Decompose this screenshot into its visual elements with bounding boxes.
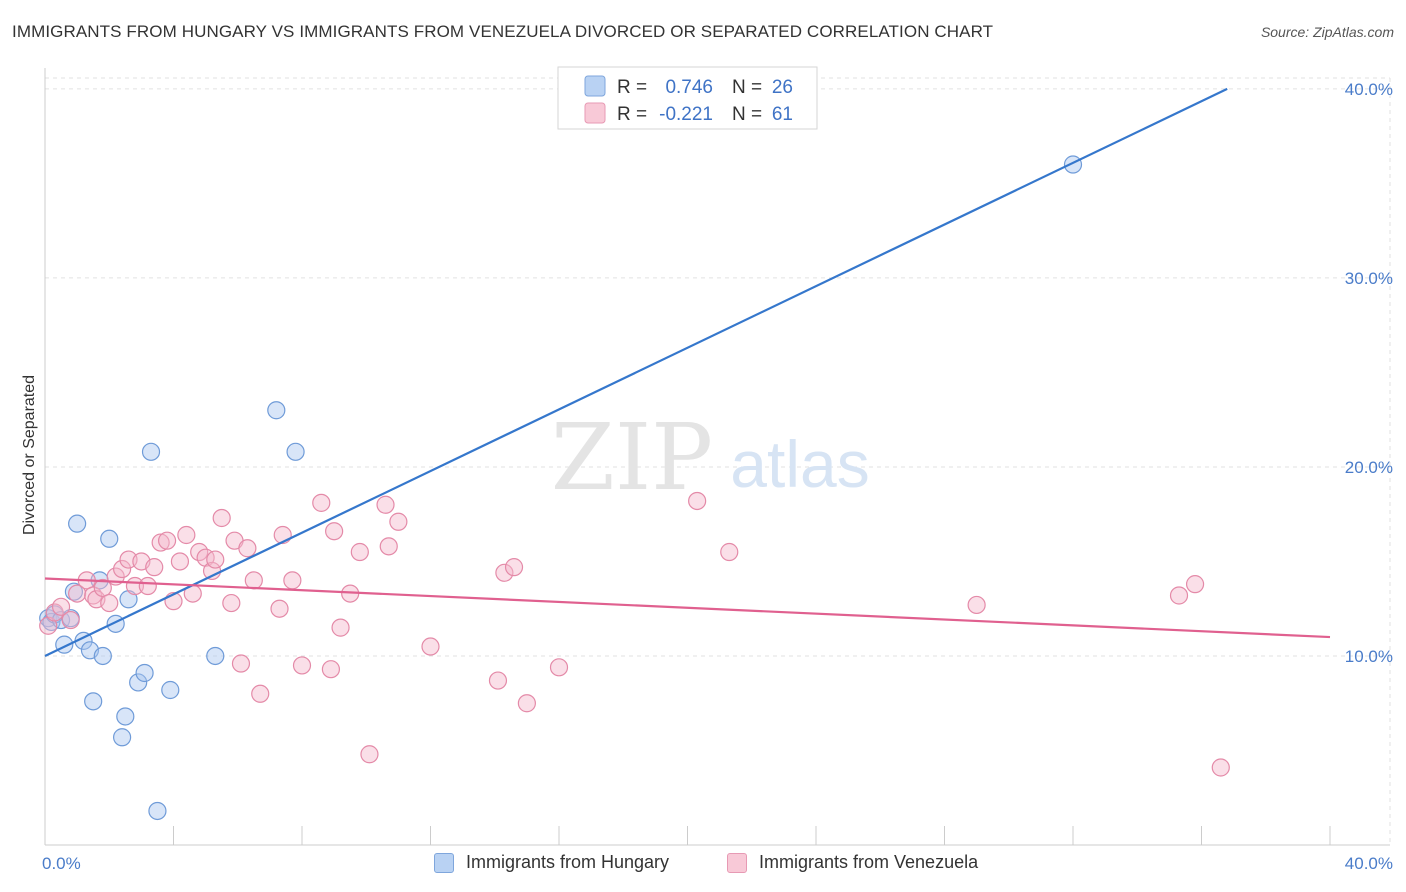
legend-n-value-venezuela: 61 (772, 104, 793, 125)
point-hungary (135, 663, 154, 683)
point-venezuela (967, 595, 986, 615)
watermark-atlas: atlas (730, 427, 869, 501)
point-venezuela (389, 512, 408, 531)
grid-lines (45, 77, 1391, 845)
point-venezuela (283, 571, 302, 590)
legend-swatch-venezuela (584, 102, 606, 124)
point-hungary (116, 707, 135, 726)
point-venezuela (244, 571, 263, 590)
point-venezuela (251, 684, 270, 703)
point-venezuela (292, 656, 312, 675)
legend-r-label-venezuela: R = (617, 104, 647, 125)
axes: 10.0% 20.0% 30.0% 40.0% 0.0% 40.0% (42, 68, 1393, 873)
point-venezuela (325, 522, 344, 541)
watermark-zip: ZIP (551, 404, 713, 511)
point-venezuela (504, 558, 524, 577)
y-tick-label: 30.0% (1345, 269, 1393, 288)
point-hungary (64, 582, 84, 601)
point-hungary (267, 401, 286, 420)
point-hungary (68, 514, 87, 533)
point-venezuela (222, 593, 241, 613)
point-venezuela (212, 508, 231, 528)
y-tick-label: 20.0% (1345, 458, 1393, 477)
point-venezuela (720, 542, 739, 562)
point-venezuela (421, 637, 440, 656)
trend-line-venezuela (44, 577, 1331, 639)
series-label-venezuela: Immigrants from Venezuela (759, 852, 979, 872)
y-axis-label: Divorced or Separated (21, 375, 38, 535)
point-hungary (112, 728, 132, 747)
chart-title: IMMIGRANTS FROM HUNGARY VS IMMIGRANTS FR… (12, 22, 994, 41)
y-tick-label: 10.0% (1345, 647, 1393, 666)
stats-legend: R = 0.746 N = 26 R = -0.221 N = 61 (557, 66, 818, 130)
legend-n-label-hungary: N = (732, 77, 762, 98)
point-hungary (100, 529, 119, 548)
series-legend-hungary: Immigrants from Hungary (434, 852, 669, 873)
point-venezuela (312, 493, 331, 512)
point-hungary (161, 680, 180, 700)
point-venezuela (206, 550, 225, 569)
point-hungary (206, 646, 225, 666)
point-venezuela (100, 593, 119, 613)
point-venezuela (177, 525, 196, 545)
point-venezuela (495, 563, 514, 582)
point-venezuela (68, 584, 87, 603)
series-legend-venezuela: Immigrants from Venezuela (727, 852, 978, 873)
point-venezuela (1185, 575, 1205, 594)
point-venezuela (93, 578, 112, 598)
series-label-hungary: Immigrants from Hungary (466, 852, 670, 872)
point-venezuela (51, 597, 71, 616)
point-hungary (84, 692, 103, 711)
point-venezuela (488, 671, 508, 690)
point-venezuela (157, 531, 177, 550)
point-venezuela (331, 618, 350, 637)
point-venezuela (61, 610, 80, 630)
point-hungary (93, 646, 112, 666)
watermark: ZIP atlas (551, 404, 870, 511)
data-points (39, 155, 1230, 821)
point-hungary (141, 442, 161, 461)
point-venezuela (517, 694, 536, 713)
point-venezuela (151, 533, 170, 552)
point-venezuela (350, 542, 369, 562)
trend-line-hungary (44, 87, 1228, 657)
x-tick-label: 40.0% (1345, 854, 1393, 873)
legend-n-label-venezuela: N = (732, 104, 762, 125)
point-hungary (286, 442, 305, 461)
point-venezuela (1211, 758, 1230, 777)
legend-swatch-hungary (584, 75, 606, 97)
point-venezuela (549, 658, 569, 677)
point-venezuela (376, 495, 395, 514)
point-venezuela (379, 537, 398, 556)
point-venezuela (231, 654, 251, 673)
point-venezuela (688, 491, 707, 511)
point-venezuela (360, 745, 379, 764)
point-venezuela (138, 576, 157, 596)
point-venezuela (270, 599, 289, 618)
point-venezuela (170, 552, 190, 571)
point-venezuela (238, 539, 257, 558)
legend-r-value-venezuela: -0.221 (659, 104, 713, 125)
y-tick-label: 40.0% (1345, 80, 1393, 99)
source-credit: Source: ZipAtlas.com (1260, 24, 1394, 40)
trend-lines (44, 87, 1331, 657)
point-hungary (148, 801, 167, 821)
legend-n-value-hungary: 26 (772, 77, 793, 98)
series-legend: Immigrants from Hungary Immigrants from … (0, 852, 1406, 878)
point-hungary (129, 673, 148, 692)
x-tick-label: 0.0% (42, 854, 81, 873)
legend-r-value-hungary: 0.746 (665, 77, 713, 98)
series-swatch-hungary (434, 852, 454, 873)
series-swatch-venezuela (727, 852, 747, 873)
point-venezuela (112, 559, 132, 579)
legend-r-label-hungary: R = (617, 77, 647, 98)
point-venezuela (321, 660, 341, 679)
point-venezuela (1169, 586, 1189, 605)
point-venezuela (145, 558, 164, 577)
